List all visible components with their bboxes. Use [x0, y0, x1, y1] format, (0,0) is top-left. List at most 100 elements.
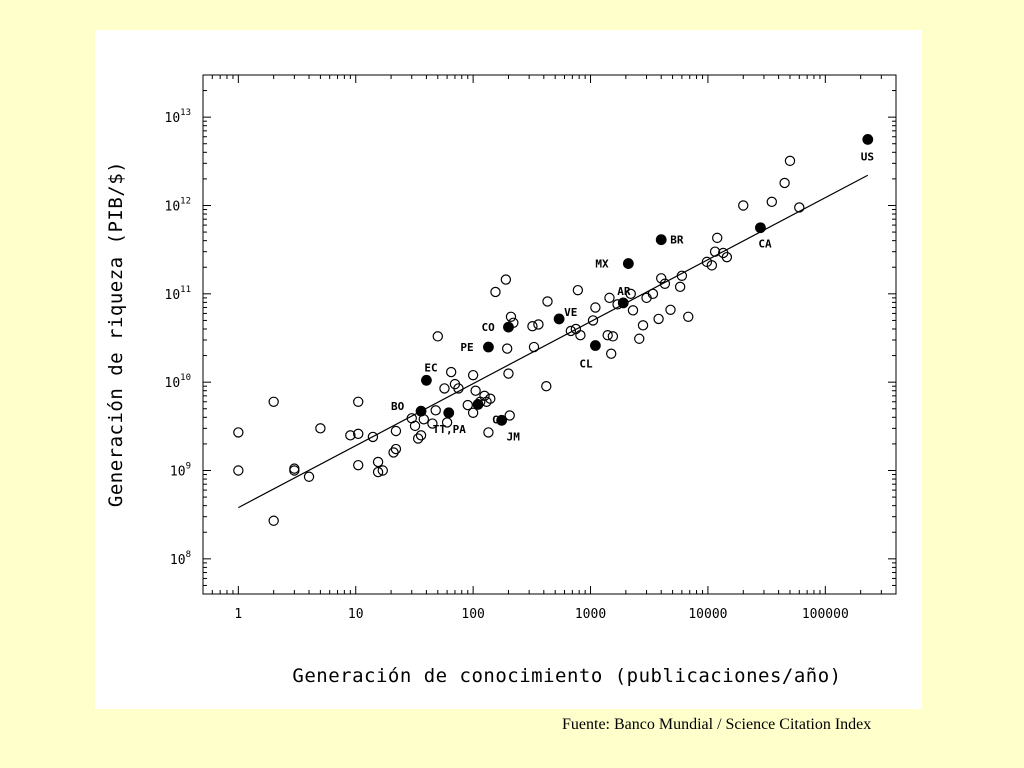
country-point	[627, 305, 639, 316]
country-point	[353, 396, 364, 407]
country-point	[467, 407, 479, 419]
y-tick-label: 1010	[165, 373, 192, 391]
country-point	[412, 433, 424, 444]
country-label: JM	[507, 430, 521, 443]
country-point	[485, 393, 496, 404]
country-point	[575, 330, 586, 341]
x-tick-label: 10000	[688, 607, 727, 622]
highlighted-country-point	[589, 340, 601, 351]
country-point	[439, 383, 450, 394]
y-tick-label: 109	[170, 462, 191, 480]
y-tick-label: 1012	[165, 196, 192, 214]
y-tick-exponent: 11	[180, 285, 191, 295]
country-label: BR	[670, 234, 684, 247]
country-point	[445, 366, 457, 378]
country-label: MX	[595, 258, 609, 271]
y-tick-base: 10	[165, 288, 181, 303]
x-tick-label: 100000	[802, 607, 849, 622]
country-label: US	[861, 150, 874, 163]
highlighted-country-point	[496, 414, 508, 426]
source-note: Fuente: Banco Mundial / Science Citation…	[562, 716, 872, 733]
country-point	[784, 155, 796, 167]
country-point	[709, 246, 721, 257]
country-point	[233, 465, 244, 476]
x-tick-label: 10	[348, 607, 364, 622]
country-label: EC	[424, 361, 437, 374]
highlighted-country-point	[553, 313, 565, 325]
country-point	[656, 273, 667, 284]
y-tick-label: 108	[170, 550, 191, 568]
country-point	[683, 311, 694, 322]
country-point	[353, 459, 364, 471]
country-point	[415, 430, 427, 441]
country-point	[602, 330, 613, 341]
country-label: VE	[564, 306, 577, 319]
country-point	[590, 302, 601, 313]
country-point	[706, 260, 718, 271]
country-point	[427, 418, 438, 429]
country-label: AR	[617, 285, 631, 298]
scatter-plot: 1 10 100 1000 10000 100000 108109101010111012…	[105, 74, 897, 687]
country-label: CO	[481, 321, 495, 334]
country-point	[665, 304, 676, 315]
country-point	[388, 447, 399, 458]
highlighted-country-point	[421, 374, 432, 386]
country-point	[453, 383, 464, 394]
country-point	[483, 427, 494, 438]
country-point	[367, 431, 379, 443]
country-point	[794, 202, 805, 213]
country-point	[604, 292, 615, 304]
y-tick-base: 10	[165, 199, 181, 214]
country-point	[504, 410, 515, 421]
country-point	[565, 325, 577, 337]
country-point	[738, 200, 749, 211]
country-point	[430, 405, 441, 416]
country-label: CR	[492, 413, 506, 426]
country-point	[542, 296, 553, 307]
y-tick-base: 10	[170, 465, 186, 480]
country-point	[462, 399, 473, 411]
y-tick-base: 10	[170, 553, 186, 568]
y-tick-exponent: 8	[186, 550, 191, 560]
fit-line-layer	[238, 174, 869, 509]
country-point	[233, 427, 244, 438]
highlighted-country-point	[443, 407, 455, 419]
plot-frame	[202, 74, 897, 595]
country-point	[637, 320, 649, 331]
country-point	[479, 390, 490, 402]
country-point	[712, 232, 723, 244]
chart-panel: 1 10 100 1000 10000 100000 108 109 1010 1011 1012…	[95, 30, 922, 709]
country-label: CL	[579, 358, 593, 371]
country-point	[372, 456, 384, 468]
country-point	[533, 319, 544, 330]
highlighted-country-point	[655, 234, 667, 246]
country-point	[659, 278, 671, 289]
country-point	[505, 311, 517, 322]
country-point	[268, 515, 279, 526]
country-point	[432, 331, 443, 342]
country-point	[377, 465, 388, 476]
highlighted-country-point	[472, 399, 484, 410]
points-layer	[233, 133, 874, 526]
x-axis-title: Generación de conocimiento (publicacione…	[292, 665, 841, 687]
country-point	[353, 428, 364, 440]
highlighted-country-point	[503, 321, 514, 333]
country-point	[541, 381, 552, 392]
country-point	[779, 177, 790, 189]
country-point	[315, 423, 326, 434]
country-point	[470, 385, 481, 396]
country-point	[409, 420, 421, 432]
y-tick-label: 1011	[165, 285, 192, 303]
y-axis-title: Generación de riqueza (PIB/$)	[105, 161, 127, 507]
highlighted-country-point	[483, 341, 494, 353]
country-point	[490, 286, 501, 298]
x-tick-label: 100	[461, 607, 484, 622]
y-tick-base: 10	[165, 376, 181, 391]
country-point	[587, 315, 599, 326]
country-point	[528, 341, 540, 353]
country-point	[500, 274, 512, 285]
highlighted-country-point	[862, 133, 874, 145]
country-point	[390, 425, 402, 437]
country-label: TT,PA	[433, 423, 466, 436]
country-point	[625, 288, 636, 300]
